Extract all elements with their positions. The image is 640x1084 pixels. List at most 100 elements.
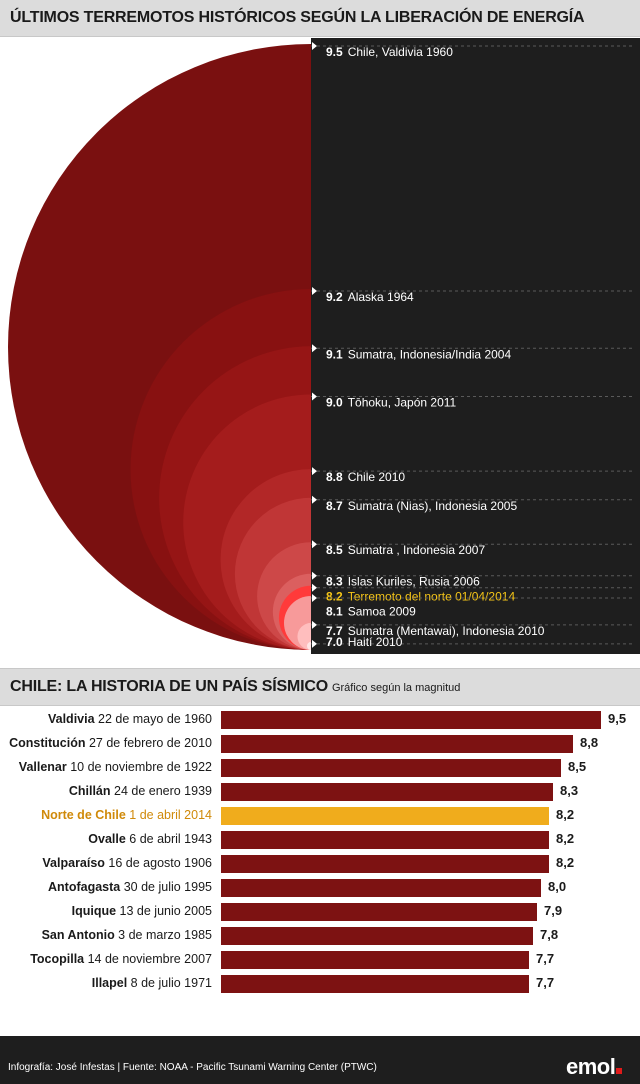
pointer-arrow-icon [312,639,317,648]
bar-label: Illapel 8 de julio 1971 [92,976,212,990]
bar [221,735,573,753]
bar-place: Ovalle [88,832,126,846]
footer-credit: Infografía: José Infestas | Fuente: NOAA… [8,1062,377,1073]
pointer-arrow-icon [312,392,317,401]
bar [221,975,529,993]
event-label: 9.0 Tōhoku, Japón 2011 [326,395,457,409]
event-label: 8.7 Sumatra (Nias), Indonesia 2005 [326,499,517,513]
bar-row: Illapel 8 de julio 1971 7,7 [0,972,640,996]
bar-label: Tocopilla 14 de noviembre 2007 [30,952,212,966]
bars-title: CHILE: LA HISTORIA DE UN PAÍS SÍSMICO Grá… [10,678,460,696]
bar [221,783,553,801]
bar-place: Illapel [91,976,128,990]
dark-panel [311,38,640,654]
bar-value: 8,0 [548,879,567,894]
bar-place: Iquique [71,904,117,918]
event-label: 9.2 Alaska 1964 [326,290,414,304]
bar-row: Ovalle 6 de abril 1943 8,2 [0,828,640,852]
pointer-arrow-icon [312,495,317,504]
bar-date: 24 de enero 1939 [110,784,212,798]
bars-subtitle: Gráfico según la magnitud [331,682,461,694]
event-magnitude: 8.3 [326,575,343,589]
bar-row: Norte de Chile 1 de abril 2014 8,2 [0,804,640,828]
event-label: 8.2 Terremoto del norte 01/04/2014 [326,590,515,604]
event-label: 7.0 Haití 2010 [326,635,403,649]
event-name: Chile, Valdivia 1960 [348,45,454,59]
bar-value: 8,2 [556,807,575,822]
event-name: Haití 2010 [348,635,403,649]
event-name: Islas Kuriles, Rusia 2006 [348,575,480,589]
bar-place: Antofagasta [48,880,121,894]
bar-value: 7,7 [536,975,555,990]
bar-label: Ovalle 6 de abril 1943 [88,832,212,846]
bar-date: 27 de febrero de 2010 [85,736,212,750]
event-magnitude: 8.5 [326,543,343,557]
bar-place: Norte de Chile [41,808,126,822]
bar-date: 30 de julio 1995 [120,880,212,894]
event-label: 8.8 Chile 2010 [326,470,405,484]
event-name: Sumatra, Indonesia/India 2004 [348,347,512,361]
circle-7-7 [297,622,311,650]
event-name: Tōhoku, Japón 2011 [348,395,457,409]
bar-row: Iquique 13 de junio 2005 7,9 [0,900,640,924]
bar-date: 6 de abril 1943 [125,832,212,846]
event-name: Terremoto del norte 01/04/2014 [348,590,516,604]
event-label: 8.1 Samoa 2009 [326,605,416,619]
event-label: 8.5 Sumatra , Indonesia 2007 [326,543,485,557]
bar-label: Valdivia 22 de mayo de 1960 [48,712,212,726]
magnitude-bar-chart: Valdivia 22 de mayo de 1960 9,5 Constituci… [0,708,640,1008]
bar [221,903,537,921]
event-name: Sumatra , Indonesia 2007 [348,543,486,557]
bar-row: Chillán 24 de enero 1939 8,3 [0,780,640,804]
bar-label: Norte de Chile 1 de abril 2014 [41,808,212,822]
bars-header: CHILE: LA HISTORIA DE UN PAÍS SÍSMICO Grá… [0,668,640,706]
bar [221,831,549,849]
bar-row: Valparaíso 16 de agosto 1906 8,2 [0,852,640,876]
bar-value: 8,2 [556,855,575,870]
bar-place: Valdivia [47,712,95,726]
bar-value: 7,8 [540,927,559,942]
bar-date: 3 de marzo 1985 [114,928,212,942]
bar-date: 22 de mayo de 1960 [94,712,212,726]
bar-date: 10 de noviembre de 1922 [66,760,212,774]
bar-date: 14 de noviembre 2007 [84,952,212,966]
circle-7-0 [306,641,311,650]
event-name: Sumatra (Nias), Indonesia 2005 [348,499,518,513]
bar [221,855,549,873]
pointer-arrow-icon [312,344,317,353]
event-magnitude: 8.1 [326,605,343,619]
event-name: Samoa 2009 [348,605,416,619]
bar-place: Vallenar [18,760,67,774]
event-magnitude: 9.1 [326,347,343,361]
bar-label: Constitución 27 de febrero de 2010 [9,736,212,750]
event-magnitude: 7.0 [326,635,343,649]
bar [221,927,533,945]
event-label: 9.1 Sumatra, Indonesia/India 2004 [326,347,511,361]
emol-logo[interactable]: emol [566,1054,623,1080]
circles-header: ÚLTIMOS TERREMOTOS HISTÓRICOS SEGÚN LA L… [0,0,640,37]
event-magnitude: 9.0 [326,395,343,409]
bar-value: 8,5 [568,759,587,774]
bar-date: 1 de abril 2014 [125,808,212,822]
circles-title: ÚLTIMOS TERREMOTOS HISTÓRICOS SEGÚN LA L… [10,9,585,26]
pointer-arrow-icon [312,571,317,580]
bar-row: Antofagasta 30 de julio 1995 8,0 [0,876,640,900]
event-magnitude: 7.7 [326,624,343,638]
bar-value: 9,5 [608,711,627,726]
bar-value: 7,9 [544,903,563,918]
event-name: Sumatra (Mentawai), Indonesia 2010 [348,624,545,638]
bar [221,711,601,729]
bar-value: 8,2 [556,831,575,846]
event-name: Alaska 1964 [348,290,414,304]
event-magnitude: 8.8 [326,470,343,484]
event-magnitude: 8.2 [326,590,343,604]
footer: Infografía: José Infestas | Fuente: NOAA… [0,1036,640,1084]
logo-text: emol [566,1054,616,1079]
pointer-arrow-icon [312,540,317,549]
bar-place: Chillán [68,784,111,798]
bar-row: San Antonio 3 de marzo 1985 7,8 [0,924,640,948]
bars-title-text: CHILE: LA HISTORIA DE UN PAÍS SÍSMICO [10,678,328,695]
bar-row: Tocopilla 14 de noviembre 2007 7,7 [0,948,640,972]
pointer-arrow-icon [312,467,317,476]
bar-date: 16 de agosto 1906 [104,856,212,870]
